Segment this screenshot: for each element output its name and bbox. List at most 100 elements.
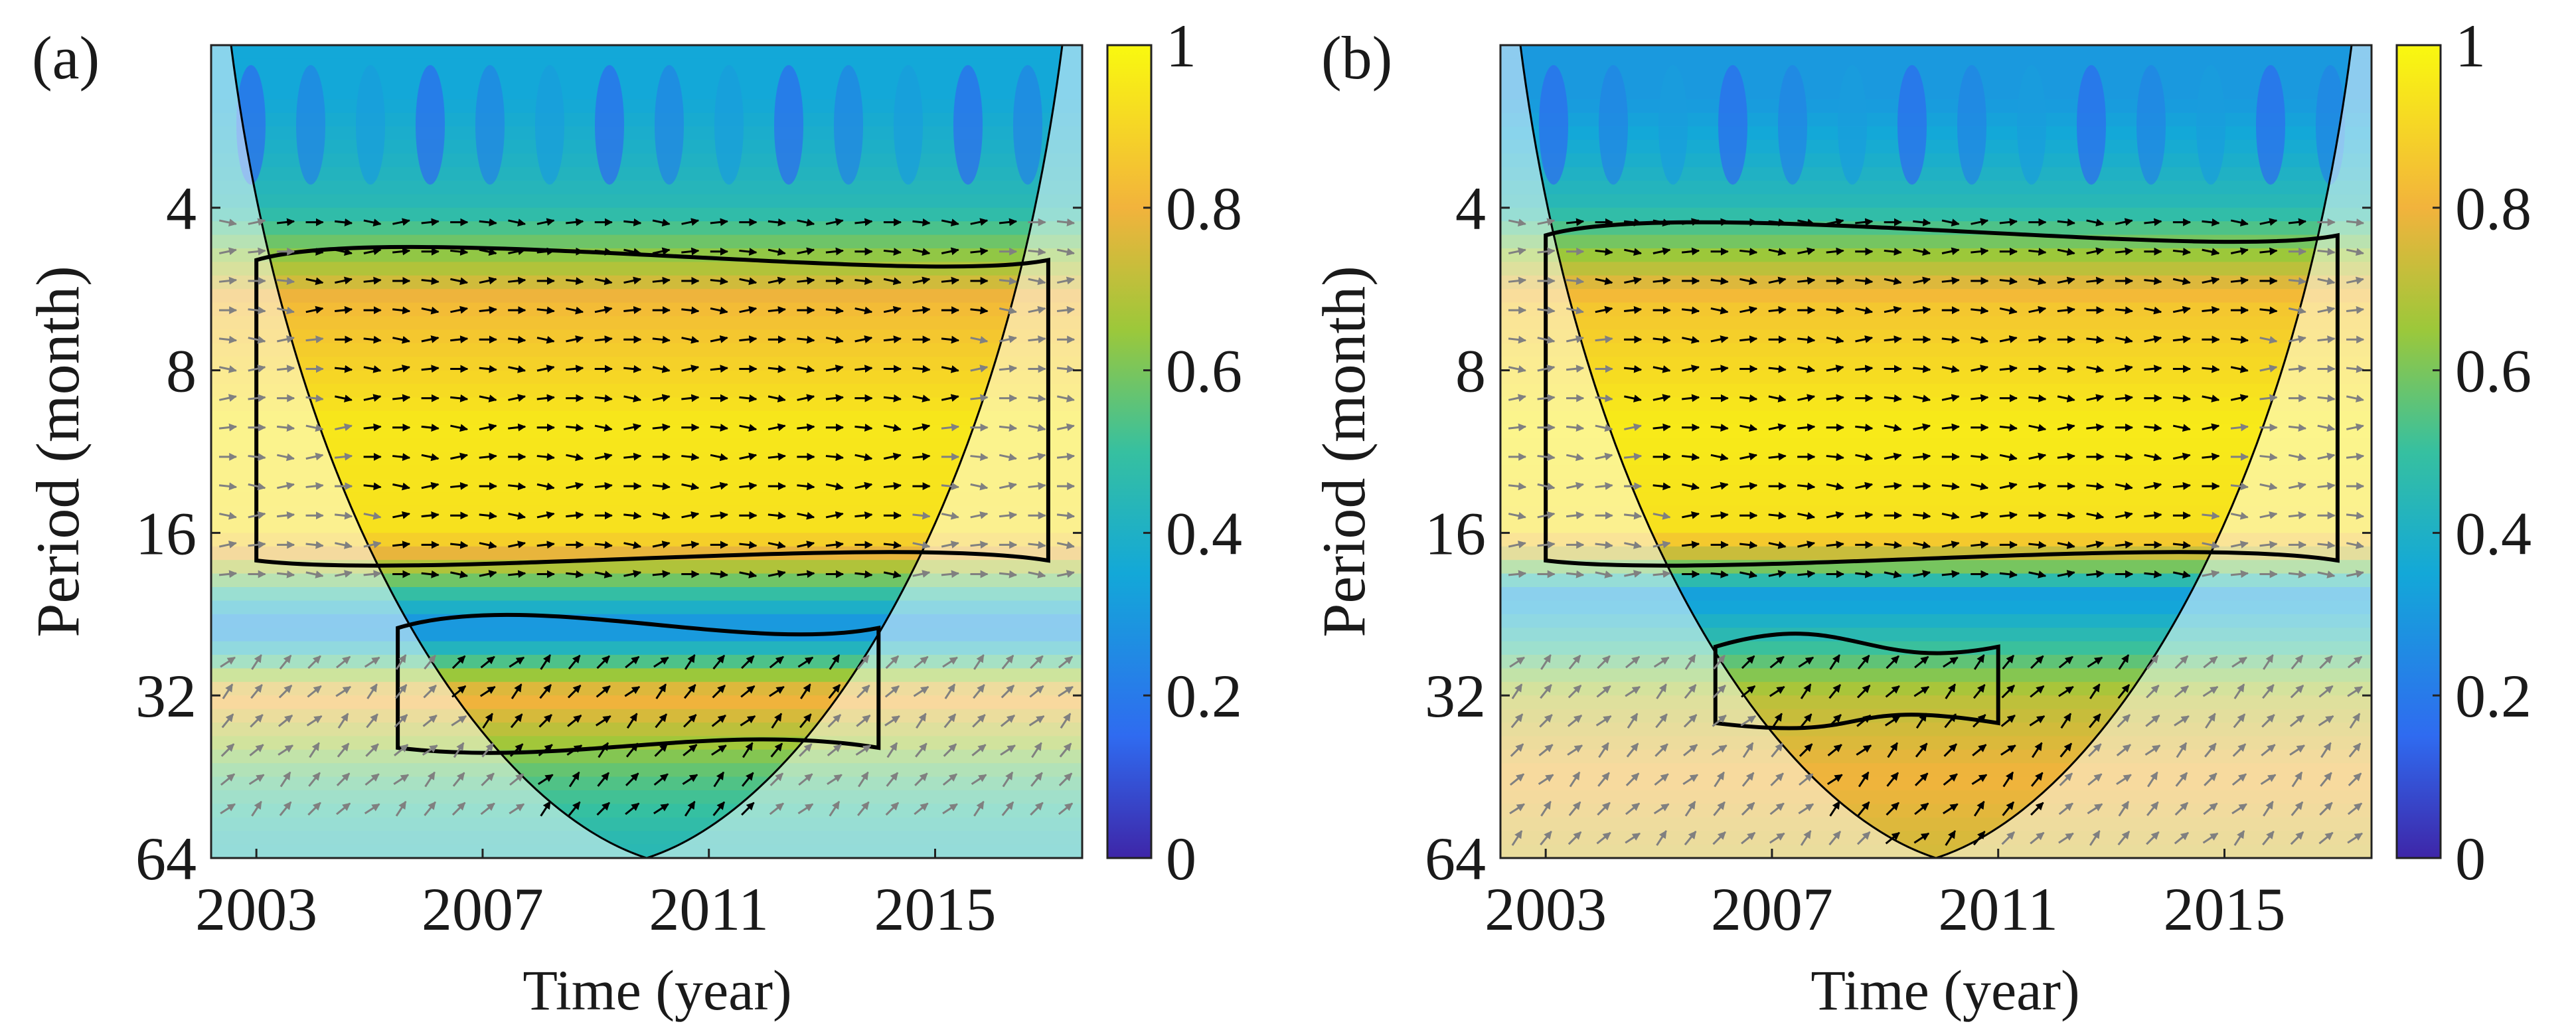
- phase-arrow: [2346, 276, 2364, 285]
- phase-arrow: [1941, 247, 1960, 256]
- phase-arrow: [739, 570, 758, 578]
- phase-arrow: [335, 570, 353, 578]
- phase-arrow: [1002, 771, 1014, 788]
- phase-arrow: [251, 654, 262, 670]
- phase-arrow: [2347, 685, 2363, 697]
- phase-arrow: [248, 482, 266, 491]
- phase-arrow: [392, 541, 411, 549]
- phase-arrow: [1941, 570, 1960, 578]
- phase-arrow: [1710, 570, 1729, 578]
- phase-arrow: [2288, 306, 2306, 315]
- phase-arrow: [741, 772, 754, 787]
- phase-arrow: [1537, 218, 1556, 226]
- phase-arrow: [363, 247, 382, 256]
- phase-arrow: [999, 511, 1018, 519]
- phase-arrow: [1624, 276, 1642, 285]
- phase-arrow: [739, 335, 758, 344]
- phase-arrow: [1828, 684, 1842, 699]
- phase-arrow: [335, 248, 353, 256]
- phase-arrow: [769, 772, 784, 786]
- phase-arrow: [652, 247, 671, 256]
- phase-arrow: [941, 541, 959, 549]
- phase-arrow: [1624, 423, 1642, 432]
- phase-arrow: [1537, 482, 1556, 491]
- phase-arrow: [2232, 743, 2247, 757]
- colorbar-tick-label: 0.4: [1166, 499, 1242, 567]
- phase-arrow: [712, 801, 726, 816]
- phase-arrow: [1510, 713, 1524, 729]
- phase-arrow: [825, 511, 844, 519]
- phase-arrow: [739, 452, 758, 461]
- phase-arrow: [2028, 305, 2047, 314]
- phase-arrow: [2259, 247, 2278, 256]
- phase-arrow: [450, 335, 469, 344]
- plot-frame: [210, 44, 1084, 859]
- phase-arrow: [681, 218, 700, 226]
- phase-arrow: [2115, 482, 2133, 491]
- phase-arrow: [1566, 277, 1585, 286]
- phase-arrow: [392, 453, 411, 462]
- phase-arrow: [421, 277, 440, 286]
- phase-arrow: [1509, 656, 1525, 668]
- phase-arrow: [1537, 365, 1556, 373]
- phase-arrow: [566, 306, 584, 315]
- phase-arrow: [596, 655, 610, 669]
- phase-arrow: [941, 218, 959, 226]
- x-tick-label: 2015: [2163, 875, 2285, 943]
- phase-arrow: [854, 365, 873, 373]
- phase-arrow: [1768, 541, 1787, 549]
- phase-arrow: [1652, 276, 1671, 285]
- phase-arrow: [1973, 800, 1985, 817]
- phase-arrow: [2086, 335, 2105, 344]
- phase-arrow: [1056, 218, 1076, 226]
- phase-arrow: [2172, 248, 2192, 256]
- phase-arrow: [1797, 511, 1816, 520]
- phase-arrow: [1567, 715, 1583, 727]
- phase-arrow: [683, 714, 697, 728]
- phase-arrow: [1769, 655, 1785, 669]
- phase-arrow: [1710, 365, 1729, 373]
- phase-arrow: [1768, 423, 1787, 432]
- phase-arrow: [2144, 365, 2162, 373]
- phase-arrow: [854, 570, 873, 578]
- phase-arrow: [1914, 655, 1929, 669]
- phase-arrow: [653, 656, 669, 668]
- phase-arrow: [2262, 684, 2275, 699]
- phase-arrow: [1652, 511, 1671, 520]
- phase-arrow: [1855, 511, 1874, 519]
- phase-arrow: [566, 570, 584, 578]
- phase-arrow: [2172, 481, 2192, 490]
- phase-arrow: [1913, 394, 1931, 402]
- phase-arrow: [1056, 305, 1076, 314]
- phase-arrow: [2144, 306, 2162, 315]
- phase-arrow: [681, 394, 700, 402]
- phase-arrow: [1799, 773, 1814, 786]
- phase-arrow: [422, 715, 438, 727]
- phase-arrow: [767, 452, 786, 461]
- phase-arrow: [710, 335, 728, 343]
- phase-arrow: [1712, 831, 1726, 845]
- phase-arrow: [1028, 452, 1046, 461]
- phase-arrow: [1855, 277, 1874, 286]
- phase-arrow: [713, 771, 725, 788]
- phase-arrow: [276, 365, 295, 373]
- phase-arrow: [1028, 248, 1046, 256]
- phase-arrow: [1056, 394, 1075, 402]
- phase-arrow: [594, 305, 613, 314]
- phase-arrow: [2115, 365, 2133, 373]
- phase-arrow: [2172, 394, 2192, 402]
- phase-arrow: [480, 802, 495, 816]
- phase-arrow: [1800, 683, 1812, 699]
- phase-arrow: [335, 541, 353, 549]
- phase-arrow: [742, 742, 754, 758]
- phase-arrow: [827, 774, 843, 786]
- phase-arrow: [220, 656, 236, 668]
- phase-arrow: [2086, 541, 2105, 549]
- phase-arrow: [2347, 832, 2363, 844]
- phase-arrow: [1769, 802, 1785, 816]
- phase-arrow: [218, 394, 237, 402]
- phase-arrow: [1739, 481, 1758, 490]
- phase-arrow: [279, 801, 292, 816]
- phase-arrow: [2317, 452, 2336, 461]
- phase-arrow: [797, 247, 815, 256]
